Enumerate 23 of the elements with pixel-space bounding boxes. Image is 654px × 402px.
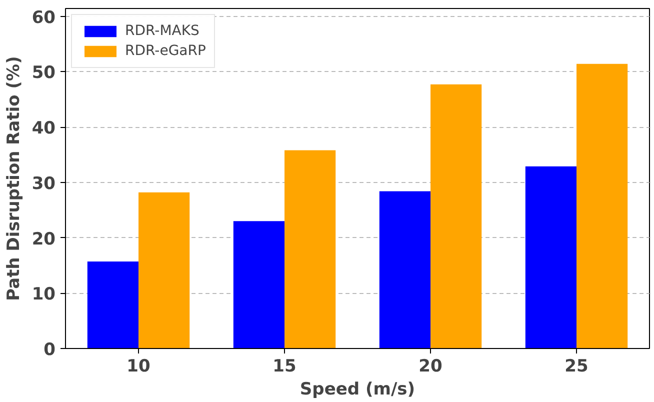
y-tick-label: 10 [32,284,56,305]
bar [233,221,284,348]
bar [87,262,138,348]
legend-label: RDR-eGaRP [125,43,206,59]
y-axis-title: Path Disruption Ratio (%) [4,56,24,301]
x-tick-label: 15 [272,356,296,376]
y-tick-label: 40 [32,118,56,138]
bar [379,191,430,348]
legend-label: RDR-MAKS [125,23,200,39]
bar [284,150,336,348]
bar [430,84,482,348]
y-tick-label: 30 [32,174,56,194]
x-tick-label: 10 [126,356,150,376]
x-axis-title: Speed (m/s) [300,380,416,400]
bar [576,64,628,348]
bar [138,192,190,348]
y-tick-label: 20 [32,229,56,250]
y-tick-label: 50 [32,63,56,84]
y-tick-label: 60 [32,8,56,28]
y-tick-label: 0 [44,340,56,360]
x-tick-label: 25 [564,356,588,376]
bar [525,166,576,348]
x-tick-label: 20 [418,356,442,376]
